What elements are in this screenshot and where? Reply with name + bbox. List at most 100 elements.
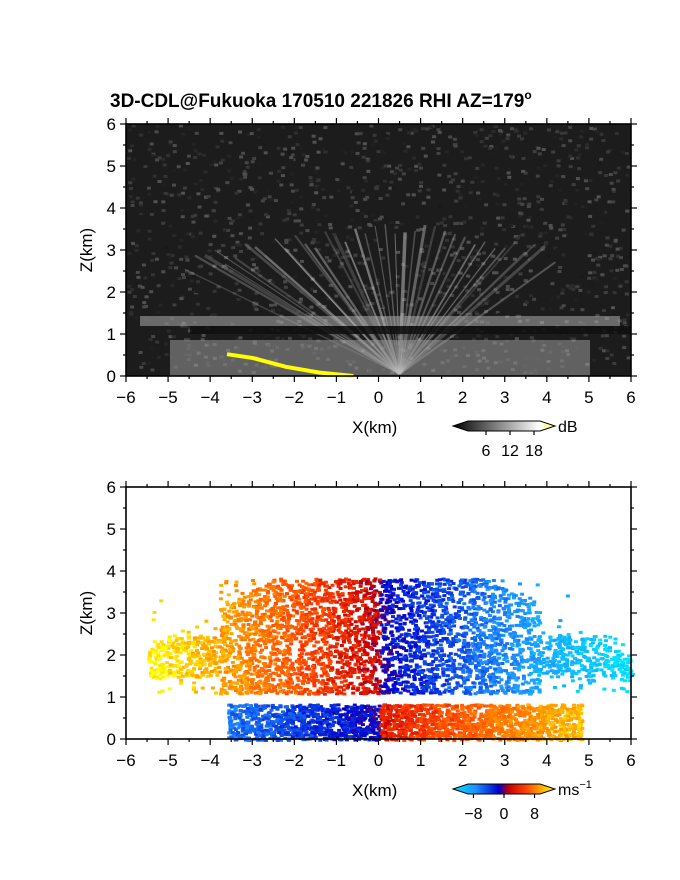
velocity-pixel [313, 582, 318, 585]
velocity-pixel [292, 605, 297, 608]
noise-pixel [362, 176, 367, 180]
noise-pixel [477, 302, 482, 305]
velocity-pixel [381, 605, 386, 609]
velocity-pixel [160, 689, 165, 693]
velocity-pixel [213, 645, 218, 648]
noise-pixel [485, 209, 490, 213]
velocity-pixel [309, 597, 314, 601]
velocity-pixel [342, 631, 347, 635]
noise-pixel [332, 254, 337, 258]
velocity-pixel [570, 654, 575, 658]
velocity-pixel [346, 626, 351, 630]
velocity-pixel [282, 657, 287, 661]
velocity-pixel [404, 634, 409, 638]
velocity-pixel [488, 666, 493, 669]
noise-pixel [369, 124, 374, 128]
velocity-pixel [506, 597, 511, 601]
velocity-pixel [426, 663, 431, 666]
velocity-pixel [286, 683, 291, 687]
velocity-pixel [335, 692, 340, 696]
velocity-pixel [366, 614, 371, 618]
velocity-pixel [293, 685, 298, 689]
noise-pixel [397, 177, 402, 181]
velocity-pixel [207, 642, 212, 646]
velocity-pixel [537, 690, 542, 694]
velocity-pixel [257, 670, 262, 674]
velocity-pixel [299, 606, 304, 610]
velocity-pixel [249, 685, 253, 689]
velocity-pixel [593, 648, 598, 652]
velocity-pixel [181, 644, 186, 648]
velocity-pixel [233, 686, 238, 689]
noise-pixel [453, 144, 458, 148]
velocity-pixel [515, 634, 519, 638]
noise-pixel [570, 157, 574, 160]
velocity-pixel [472, 685, 477, 689]
noise-pixel [214, 163, 219, 167]
noise-pixel [451, 273, 456, 277]
noise-pixel [532, 150, 537, 154]
velocity-pixel [311, 627, 316, 631]
noise-pixel [523, 191, 528, 195]
noise-pixel [183, 168, 188, 172]
velocity-pixel [197, 654, 202, 658]
velocity-pixel [321, 618, 325, 622]
noise-pixel [435, 222, 440, 226]
velocity-pixel [407, 589, 412, 593]
velocity-pixel [610, 669, 615, 673]
noise-pixel [619, 267, 624, 271]
noise-pixel [258, 146, 263, 150]
velocity-pixel [296, 666, 301, 670]
velocity-pixel [627, 671, 632, 675]
noise-pixel [227, 154, 232, 158]
noise-pixel [366, 243, 371, 247]
velocity-pixel [186, 652, 191, 656]
velocity-pixel [573, 657, 577, 660]
velocity-pixel [435, 578, 440, 582]
velocity-pixel [487, 628, 492, 632]
noise-pixel [349, 218, 354, 222]
noise-pixel [147, 147, 152, 151]
noise-pixel [493, 287, 498, 291]
velocity-pixel [410, 601, 415, 605]
velocity-pixel [227, 637, 232, 641]
velocity-pixel [496, 675, 501, 679]
velocity-pixel [379, 597, 384, 601]
velocity-pixel [374, 682, 379, 686]
velocity-pixel [272, 686, 276, 690]
velocity-pixel [222, 637, 226, 641]
noise-pixel [416, 228, 421, 232]
velocity-pixel [352, 604, 357, 608]
velocity-pixel [378, 601, 383, 605]
velocity-pixel [173, 671, 178, 675]
noise-pixel [459, 221, 464, 225]
velocity-pixel [531, 617, 536, 621]
velocity-pixel [502, 690, 507, 694]
velocity-pixel [278, 606, 283, 610]
velocity-pixel [294, 691, 298, 695]
velocity-pixel [264, 633, 269, 637]
noise-pixel [396, 250, 401, 254]
noise-pixel [625, 313, 630, 317]
noise-pixel [419, 227, 424, 231]
noise-pixel [211, 220, 216, 224]
velocity-pixel [300, 636, 305, 640]
velocity-pixel [198, 667, 202, 671]
noise-pixel [149, 346, 154, 350]
noise-pixel [394, 225, 399, 229]
velocity-pixel [595, 658, 600, 662]
noise-pixel [250, 160, 255, 164]
velocity-pixel [285, 680, 290, 684]
velocity-pixel [570, 679, 575, 683]
velocity-pixel [607, 666, 612, 670]
velocity-pixel [490, 638, 495, 642]
velocity-pixel [493, 679, 498, 683]
velocity-pixel [222, 607, 227, 611]
velocity-pixel [323, 588, 328, 592]
velocity-pixel [249, 632, 254, 636]
velocity-pixel [516, 604, 521, 607]
noise-pixel [151, 252, 156, 256]
noise-pixel [130, 200, 135, 204]
noise-pixel [515, 236, 520, 240]
